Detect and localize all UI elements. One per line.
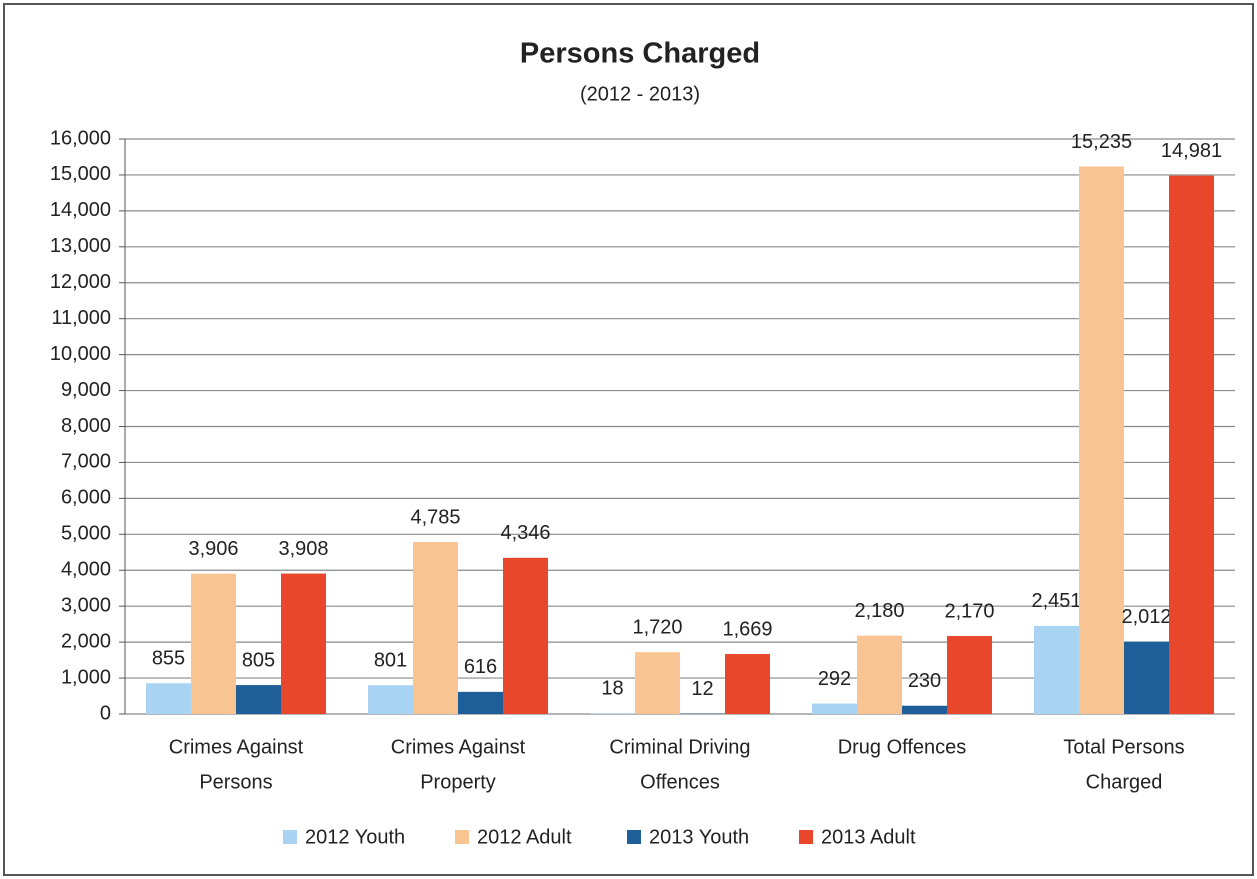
y-tick-label: 2,000 xyxy=(61,630,111,652)
value-label: 2,180 xyxy=(854,600,904,622)
value-label: 1,720 xyxy=(632,616,682,638)
value-label: 230 xyxy=(908,670,941,692)
value-label: 801 xyxy=(374,649,407,671)
value-label: 805 xyxy=(242,649,275,671)
y-tick-label: 3,000 xyxy=(61,594,111,616)
value-label: 2,170 xyxy=(944,600,994,622)
bar xyxy=(236,685,281,714)
bar xyxy=(947,636,992,714)
legend-swatch xyxy=(455,830,469,844)
chart-frame xyxy=(3,3,1254,876)
value-label: 292 xyxy=(818,668,851,690)
bar xyxy=(1079,166,1124,714)
legend-label: 2012 Adult xyxy=(477,826,572,848)
bar xyxy=(857,635,902,714)
x-tick-label: Property xyxy=(420,771,496,793)
y-tick-label: 16,000 xyxy=(50,127,111,149)
y-tick-label: 11,000 xyxy=(51,307,111,329)
y-tick-label: 4,000 xyxy=(61,559,111,581)
legend-swatch xyxy=(283,830,297,844)
legend-label: 2013 Youth xyxy=(649,826,749,848)
y-tick-label: 10,000 xyxy=(50,343,111,365)
bar xyxy=(146,683,191,714)
value-label: 1,669 xyxy=(722,618,772,640)
y-tick-label: 12,000 xyxy=(50,271,111,293)
chart-title: Persons Charged xyxy=(520,38,760,70)
bar xyxy=(281,573,326,714)
y-tick-label: 9,000 xyxy=(61,379,111,401)
bar xyxy=(458,691,503,714)
x-tick-label: Persons xyxy=(199,771,272,793)
value-label: 15,235 xyxy=(1071,131,1132,153)
legend-swatch xyxy=(799,830,813,844)
value-label: 14,981 xyxy=(1161,140,1222,162)
value-label: 2,012 xyxy=(1121,606,1171,628)
x-tick-label: Drug Offences xyxy=(838,736,967,758)
bar xyxy=(413,542,458,714)
bar xyxy=(590,713,635,714)
y-tick-label: 0 xyxy=(100,702,111,724)
legend-label: 2012 Youth xyxy=(305,826,405,848)
bar xyxy=(1169,175,1214,715)
y-tick-label: 8,000 xyxy=(61,415,111,437)
bar xyxy=(902,705,947,714)
y-tick-label: 14,000 xyxy=(50,199,111,221)
legend-label: 2013 Adult xyxy=(821,826,916,848)
value-label: 616 xyxy=(464,656,497,678)
value-label: 2,451 xyxy=(1031,590,1081,612)
bar xyxy=(725,654,770,714)
bar xyxy=(1034,625,1079,714)
x-tick-label: Crimes Against xyxy=(391,736,526,758)
x-tick-label: Criminal Driving xyxy=(609,736,750,758)
value-label: 3,906 xyxy=(188,538,238,560)
legend-swatch xyxy=(627,830,641,844)
value-label: 4,785 xyxy=(410,506,460,528)
bar xyxy=(191,573,236,714)
y-tick-label: 7,000 xyxy=(61,451,111,473)
bar xyxy=(503,557,548,714)
y-tick-label: 6,000 xyxy=(61,487,111,509)
value-label: 12 xyxy=(691,678,713,700)
x-tick-label: Total Persons xyxy=(1063,736,1184,758)
value-label: 3,908 xyxy=(278,538,328,560)
y-tick-label: 1,000 xyxy=(61,666,111,688)
bar xyxy=(1124,641,1169,714)
y-tick-label: 13,000 xyxy=(50,235,111,257)
value-label: 855 xyxy=(152,648,185,670)
bar xyxy=(812,703,857,714)
value-label: 4,346 xyxy=(500,522,550,544)
x-tick-label: Offences xyxy=(640,771,720,793)
x-tick-label: Charged xyxy=(1086,771,1163,793)
y-tick-label: 5,000 xyxy=(61,523,111,545)
x-tick-label: Crimes Against xyxy=(169,736,304,758)
y-tick-label: 15,000 xyxy=(50,163,111,185)
bar xyxy=(635,652,680,714)
chart-subtitle: (2012 - 2013) xyxy=(580,83,700,105)
value-label: 18 xyxy=(601,678,623,700)
bar xyxy=(368,685,413,714)
